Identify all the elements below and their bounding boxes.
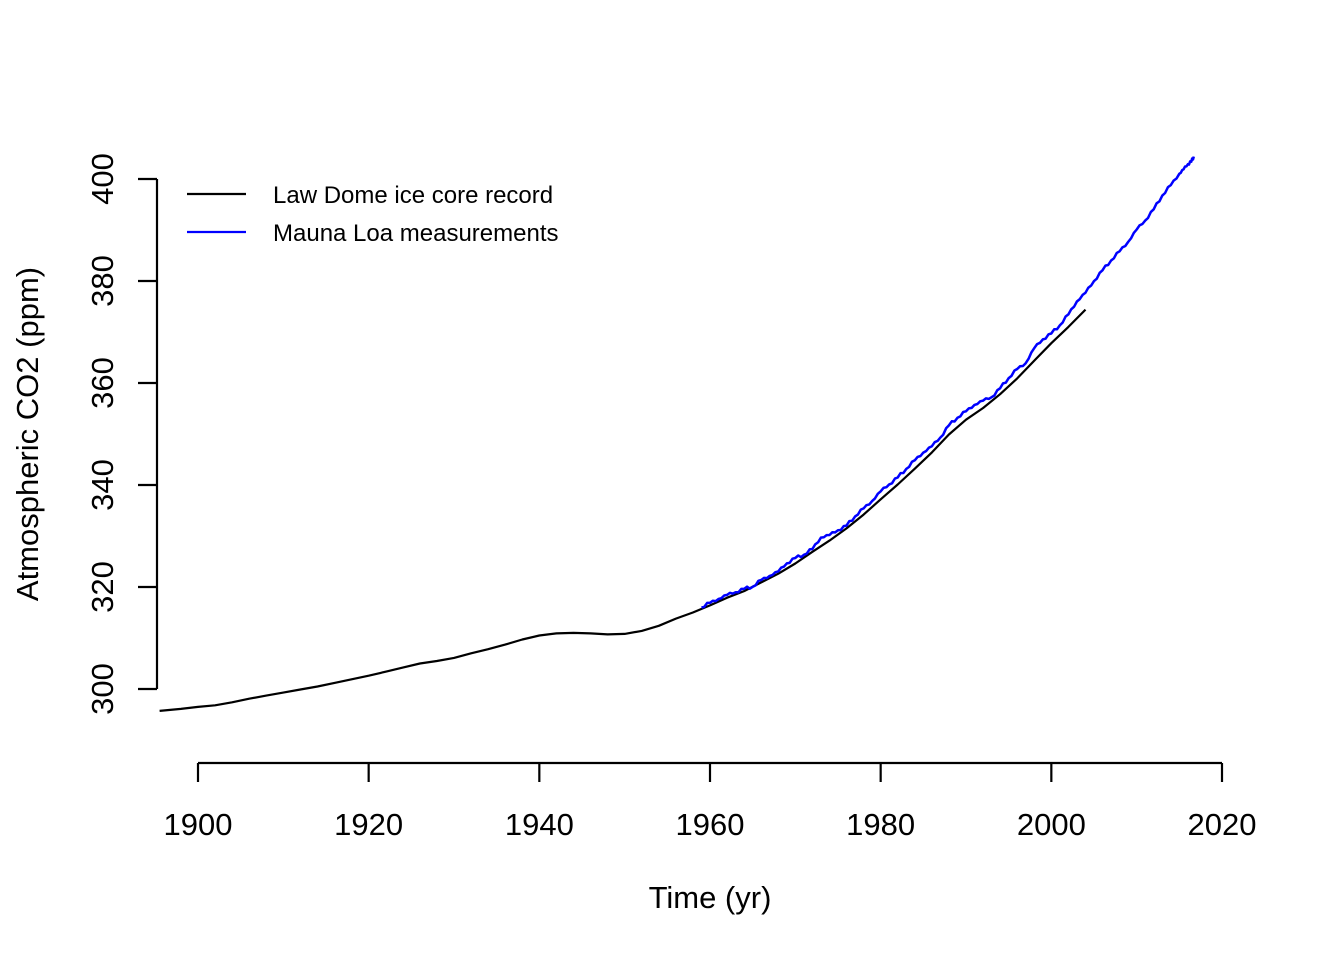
series-line-mauna-loa — [701, 156, 1196, 609]
y-tick-label: 400 — [85, 153, 120, 205]
x-axis-title: Time (yr) — [649, 880, 772, 915]
y-axis-title: Atmospheric CO2 (ppm) — [10, 267, 45, 601]
x-tick-label: 1960 — [676, 807, 745, 842]
y-tick-label: 300 — [85, 663, 120, 715]
series-line-law-dome — [159, 308, 1087, 712]
legend-label-mauna-loa: Mauna Loa measurements — [273, 220, 559, 247]
series-layer — [159, 156, 1196, 712]
x-tick-label: 1940 — [505, 807, 574, 842]
x-tick-label: 1900 — [164, 807, 233, 842]
legend-label-law-dome: Law Dome ice core record — [273, 182, 553, 209]
y-tick-label: 320 — [85, 561, 120, 613]
x-tick-label: 2020 — [1188, 807, 1257, 842]
x-tick-label: 1920 — [334, 807, 403, 842]
y-tick-label: 380 — [85, 255, 120, 307]
x-tick-label: 2000 — [1017, 807, 1086, 842]
legend: Law Dome ice core record Mauna Loa measu… — [187, 182, 559, 247]
x-tick-label: 1980 — [846, 807, 915, 842]
axes-layer: 1900 1920 1940 1960 1980 2000 2020 300 320 340 360… — [85, 153, 1256, 842]
y-tick-label: 360 — [85, 357, 120, 409]
y-tick-label: 340 — [85, 459, 120, 511]
